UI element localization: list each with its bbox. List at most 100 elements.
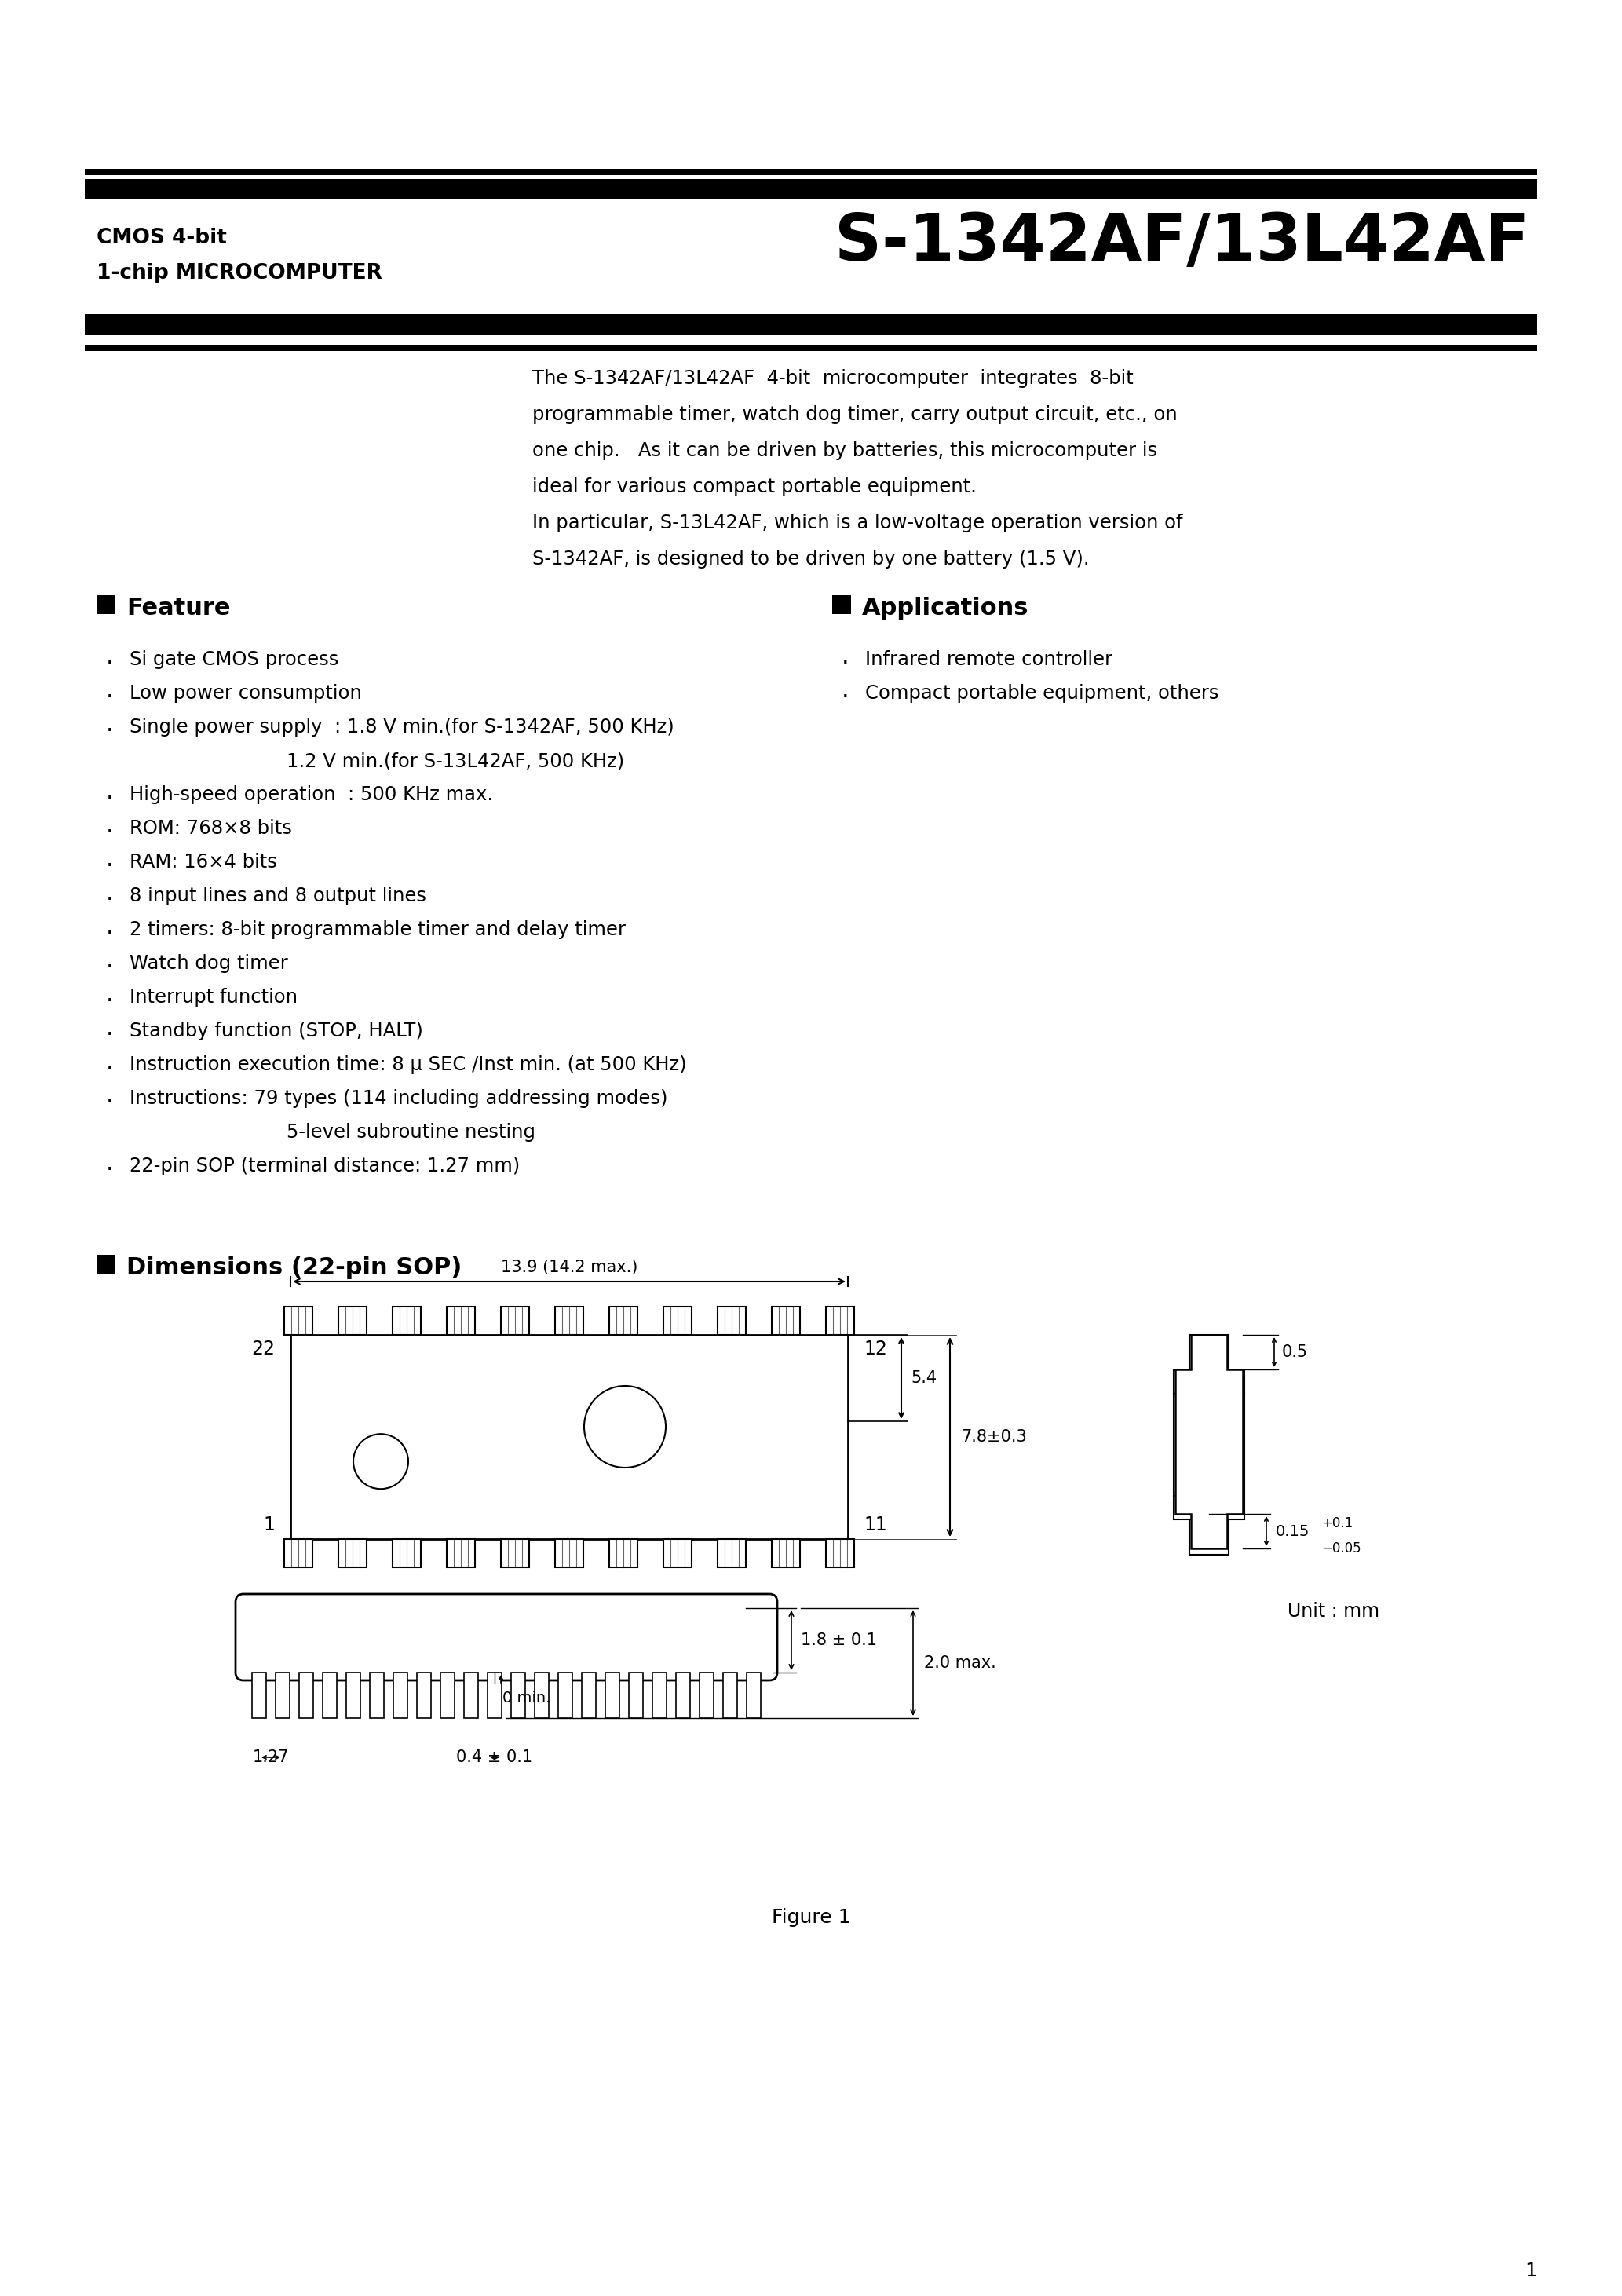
Text: Watch dog timer: Watch dog timer bbox=[130, 955, 289, 974]
Bar bbox=[84, 170, 1538, 174]
Bar bbox=[441, 1671, 454, 1717]
Text: Standby function (STOP, HALT): Standby function (STOP, HALT) bbox=[130, 1022, 423, 1040]
Bar bbox=[393, 1671, 407, 1717]
Text: Si gate CMOS process: Si gate CMOS process bbox=[130, 650, 339, 668]
Text: ROM: 768×8 bits: ROM: 768×8 bits bbox=[130, 820, 292, 838]
Bar bbox=[393, 1306, 420, 1334]
Bar bbox=[676, 1671, 689, 1717]
Text: 0 min.: 0 min. bbox=[503, 1690, 550, 1706]
Text: 13.9 (14.2 max.): 13.9 (14.2 max.) bbox=[501, 1261, 637, 1274]
Bar bbox=[370, 1671, 384, 1717]
Text: S-1342AF, is designed to be driven by one battery (1.5 V).: S-1342AF, is designed to be driven by on… bbox=[532, 549, 1090, 569]
Bar bbox=[298, 1671, 313, 1717]
Bar bbox=[276, 1671, 290, 1717]
Text: ·: · bbox=[105, 788, 114, 810]
Bar bbox=[582, 1671, 595, 1717]
Bar bbox=[251, 1671, 266, 1717]
Bar bbox=[699, 1671, 714, 1717]
Bar bbox=[84, 179, 1538, 200]
Bar bbox=[605, 1671, 620, 1717]
Text: 1.2 V min.(for S-13L42AF, 500 KHz): 1.2 V min.(for S-13L42AF, 500 KHz) bbox=[287, 751, 624, 769]
Bar bbox=[290, 1334, 848, 1538]
Bar bbox=[284, 1538, 313, 1568]
Text: High-speed operation  : 500 KHz max.: High-speed operation : 500 KHz max. bbox=[130, 785, 493, 804]
Text: ·: · bbox=[105, 1159, 114, 1182]
Bar bbox=[555, 1306, 584, 1334]
Bar bbox=[610, 1538, 637, 1568]
Text: Compact portable equipment, others: Compact portable equipment, others bbox=[865, 684, 1218, 703]
Text: ·: · bbox=[105, 652, 114, 675]
Text: 5-level subroutine nesting: 5-level subroutine nesting bbox=[287, 1123, 535, 1141]
Bar bbox=[1174, 1371, 1244, 1394]
Text: ·: · bbox=[105, 1058, 114, 1081]
Bar bbox=[717, 1538, 746, 1568]
Text: programmable timer, watch dog timer, carry output circuit, etc., on: programmable timer, watch dog timer, car… bbox=[532, 404, 1178, 425]
Text: 1: 1 bbox=[1525, 2262, 1538, 2280]
Bar bbox=[663, 1306, 691, 1334]
Bar bbox=[488, 1671, 501, 1717]
Text: one chip.   As it can be driven by batteries, this microcomputer is: one chip. As it can be driven by batteri… bbox=[532, 441, 1158, 459]
Text: Instructions: 79 types (114 including addressing modes): Instructions: 79 types (114 including ad… bbox=[130, 1088, 668, 1109]
Bar bbox=[1189, 1520, 1229, 1554]
Bar bbox=[501, 1306, 529, 1334]
Bar bbox=[555, 1538, 584, 1568]
Text: 0.5: 0.5 bbox=[1281, 1343, 1307, 1359]
Text: ·: · bbox=[105, 1091, 114, 1114]
Bar bbox=[511, 1671, 526, 1717]
Bar bbox=[501, 1538, 529, 1568]
Bar bbox=[832, 595, 852, 613]
Bar bbox=[446, 1538, 475, 1568]
Bar bbox=[826, 1306, 855, 1334]
Text: ·: · bbox=[105, 1024, 114, 1047]
Text: Figure 1: Figure 1 bbox=[772, 1908, 850, 1926]
PathPatch shape bbox=[1176, 1334, 1242, 1548]
Bar bbox=[717, 1306, 746, 1334]
Text: Applications: Applications bbox=[861, 597, 1028, 620]
Bar bbox=[393, 1538, 420, 1568]
Bar bbox=[826, 1538, 855, 1568]
Bar bbox=[84, 344, 1538, 351]
Text: 8 input lines and 8 output lines: 8 input lines and 8 output lines bbox=[130, 886, 427, 905]
Text: Dimensions (22-pin SOP): Dimensions (22-pin SOP) bbox=[127, 1256, 462, 1279]
Text: Infrared remote controller: Infrared remote controller bbox=[865, 650, 1113, 668]
Text: 22: 22 bbox=[251, 1339, 274, 1359]
Text: 1.8 ± 0.1: 1.8 ± 0.1 bbox=[801, 1632, 878, 1649]
Bar bbox=[339, 1538, 367, 1568]
Bar bbox=[629, 1671, 642, 1717]
Text: ·: · bbox=[105, 687, 114, 709]
Text: ·: · bbox=[105, 822, 114, 845]
Text: S-1342AF/13L42AF: S-1342AF/13L42AF bbox=[834, 211, 1530, 273]
Bar bbox=[1174, 1394, 1244, 1497]
Bar bbox=[345, 1671, 360, 1717]
Bar bbox=[323, 1671, 337, 1717]
Text: ·: · bbox=[842, 652, 850, 675]
Text: ·: · bbox=[842, 687, 850, 709]
Bar bbox=[746, 1671, 761, 1717]
Text: RAM: 16×4 bits: RAM: 16×4 bits bbox=[130, 852, 277, 872]
Text: In particular, S-13L42AF, which is a low-voltage operation version of: In particular, S-13L42AF, which is a low… bbox=[532, 514, 1182, 533]
Text: 12: 12 bbox=[863, 1339, 887, 1359]
Bar bbox=[97, 1256, 115, 1274]
Text: ideal for various compact portable equipment.: ideal for various compact portable equip… bbox=[532, 478, 976, 496]
Text: 5.4: 5.4 bbox=[910, 1371, 938, 1387]
Bar bbox=[663, 1538, 691, 1568]
Text: Single power supply  : 1.8 V min.(for S-1342AF, 500 KHz): Single power supply : 1.8 V min.(for S-1… bbox=[130, 719, 675, 737]
Text: ·: · bbox=[105, 923, 114, 946]
Text: 1.27: 1.27 bbox=[253, 1750, 289, 1766]
Bar bbox=[558, 1671, 573, 1717]
Text: 11: 11 bbox=[863, 1515, 887, 1534]
Text: Instruction execution time: 8 μ SEC /Inst min. (at 500 KHz): Instruction execution time: 8 μ SEC /Ins… bbox=[130, 1056, 686, 1075]
Text: ·: · bbox=[105, 957, 114, 978]
Text: 2.0 max.: 2.0 max. bbox=[925, 1655, 996, 1671]
Bar bbox=[535, 1671, 548, 1717]
Bar bbox=[339, 1306, 367, 1334]
Text: 1-chip MICROCOMPUTER: 1-chip MICROCOMPUTER bbox=[97, 264, 383, 282]
Bar bbox=[652, 1671, 667, 1717]
FancyBboxPatch shape bbox=[235, 1593, 777, 1681]
Text: ·: · bbox=[105, 854, 114, 877]
Bar bbox=[1174, 1497, 1244, 1520]
Bar bbox=[417, 1671, 431, 1717]
Text: 0.15: 0.15 bbox=[1277, 1525, 1311, 1538]
Text: CMOS 4-bit: CMOS 4-bit bbox=[97, 227, 227, 248]
Text: Interrupt function: Interrupt function bbox=[130, 987, 297, 1006]
